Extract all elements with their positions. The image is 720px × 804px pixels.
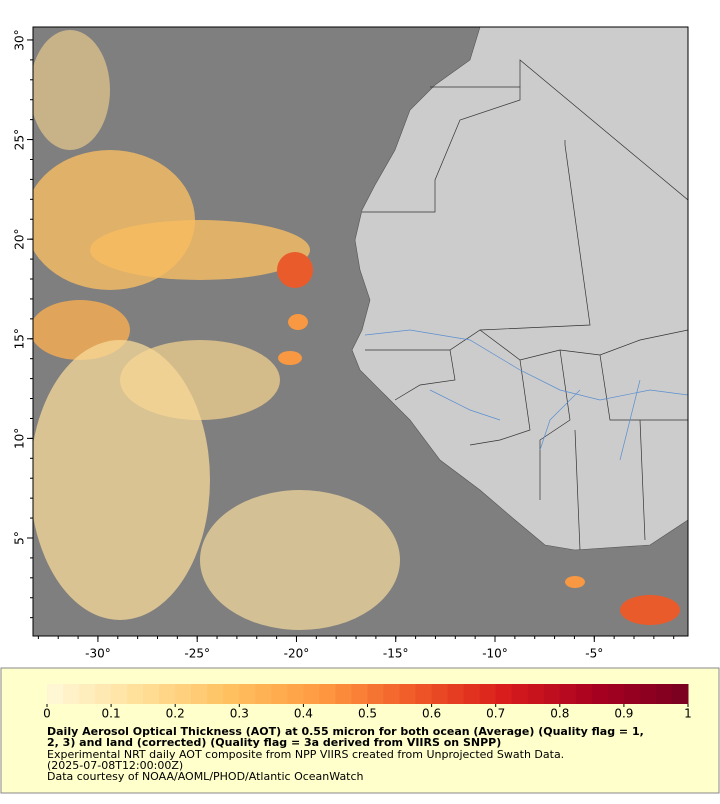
land [351,27,688,551]
colorbar-step [655,684,673,704]
colorbar-step [287,684,304,704]
colorbar-step [47,684,64,704]
colorbar-step [143,684,160,704]
colorbar-step [271,684,288,704]
colorbar-step [255,684,272,704]
colorbar-step [575,684,593,704]
colorbar-step [63,684,80,704]
colorbar-step [207,684,224,704]
colorbar-step [127,684,144,704]
colorbar-step [303,684,320,704]
colorbar-tick-label: 0.7 [486,707,505,721]
colorbar-step [223,684,240,704]
caption-line: Experimental NRT daily AOT composite fro… [47,748,564,761]
colorbar-step [383,684,401,704]
colorbar-step [447,684,465,704]
colorbar-tick-label: 0.6 [422,707,441,721]
colorbar-step [591,684,609,704]
colorbar-step [191,684,208,704]
colorbar-step [239,684,256,704]
x-tick-label: -5° [585,647,603,661]
colorbar-tick-label: 0.9 [614,707,633,721]
colorbar-step [95,684,112,704]
colorbar-step [111,684,128,704]
y-tick-label: 5° [13,531,27,545]
caption-line: (2025-07-08T12:00:00Z) [47,759,183,772]
colorbar-step [671,684,689,704]
colorbar-step [527,684,545,704]
aerosol [33,28,680,630]
colorbar-step [559,684,577,704]
caption-line: Data courtesy of NOAA/AOML/PHOD/Atlantic… [47,770,364,783]
y-tick-label: 15° [13,328,27,349]
map-frame [32,26,689,637]
colorbar-step [511,684,529,704]
x-tick-label: -25° [184,647,210,661]
caption-title: 2, 3) and land (corrected) (Quality flag… [47,736,501,749]
colorbar-step [463,684,481,704]
caption-title: Daily Aerosol Optical Thickness (AOT) at… [47,725,644,738]
colorbar-tick-label: 0.1 [102,707,121,721]
rivers [364,329,688,461]
colorbar-step [319,684,336,704]
colorbar-tick-label: 0.4 [294,707,313,721]
colorbar-step [367,684,385,704]
colorbar-tick-label: 0.5 [358,707,377,721]
x-tick-label: -10° [482,647,508,661]
map-layers [33,27,688,630]
colorbar-step [543,684,561,704]
y-tick-label: 30° [13,29,27,50]
colorbar-step [175,684,192,704]
colorbar-tick-label: 0 [43,707,51,721]
colorbar-step [159,684,176,704]
y-tick-label: 25° [13,129,27,150]
colorbar-step [351,684,368,704]
colorbar-tick-label: 0.2 [166,707,185,721]
colorbar-step [479,684,497,704]
x-tick-label: -30° [85,647,111,661]
y-tick-label: 20° [13,229,27,250]
colorbar-step [639,684,657,704]
y-tick-label: 10° [13,428,27,449]
colorbar-tick-label: 0.8 [550,707,569,721]
colorbar-step [495,684,513,704]
colorbar-step [415,684,433,704]
colorbar-step [607,684,625,704]
colorbar-tick-label: 1 [684,707,692,721]
colorbar-step [399,684,417,704]
x-tick-label: -15° [383,647,409,661]
colorbar-step [79,684,96,704]
colorbar-step [623,684,641,704]
colorbar-step [431,684,449,704]
x-tick-label: -20° [284,647,310,661]
colorbar-step [335,684,352,704]
colorbar-tick-label: 0.3 [230,707,249,721]
borders [362,59,688,551]
